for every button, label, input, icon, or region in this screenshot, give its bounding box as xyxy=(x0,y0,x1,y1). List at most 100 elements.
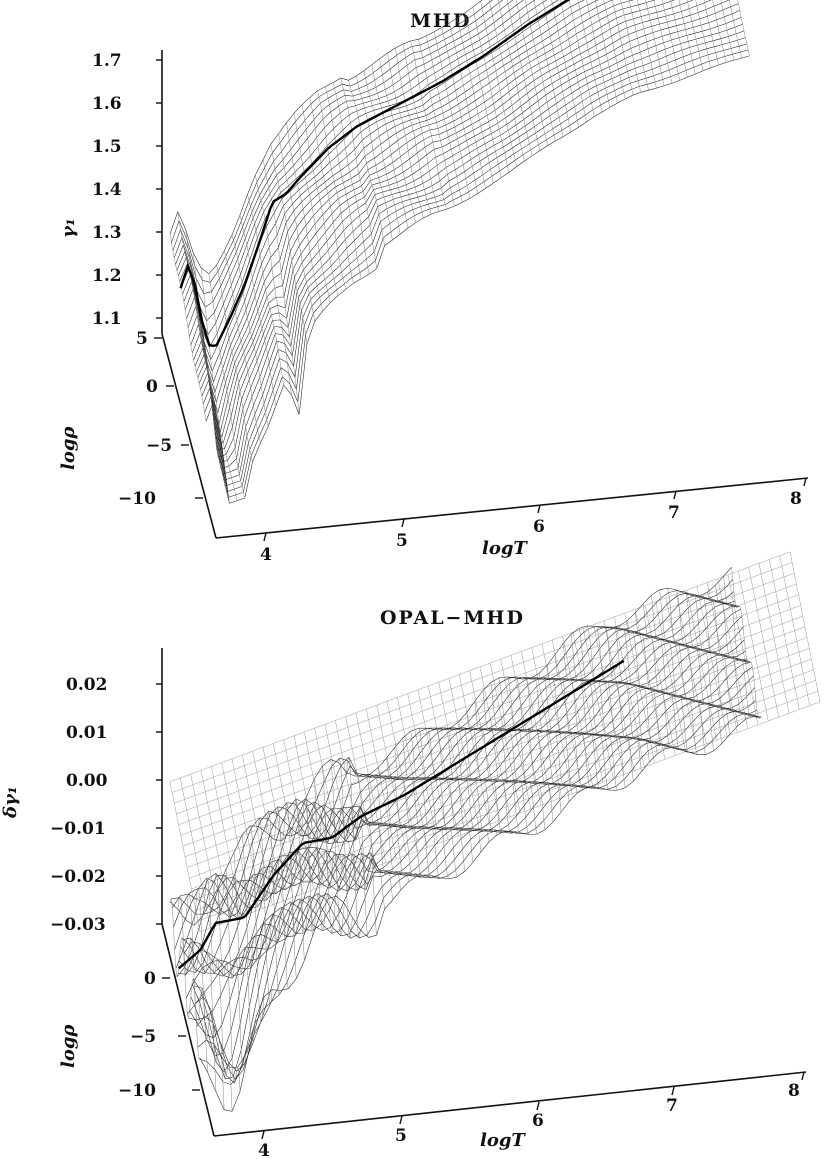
mhd-mesh-column xyxy=(628,0,649,91)
opal-mesh-column xyxy=(330,759,361,939)
mhd-mesh-column xyxy=(703,0,719,66)
mhd-mesh-column xyxy=(231,234,269,427)
opal-mesh-column xyxy=(586,625,618,791)
mhd-mesh-column xyxy=(678,0,696,75)
mhd-mesh-row xyxy=(196,10,740,464)
mhd-x-tick-label: 7 xyxy=(668,503,680,523)
opal-z-tick-label: −0.03 xyxy=(50,915,106,935)
mhd-mesh-column xyxy=(309,97,347,290)
mhd-mesh-column xyxy=(516,0,548,146)
mhd-mesh-column xyxy=(612,0,634,96)
mhd-mesh-column xyxy=(464,12,502,178)
opal-mesh-column xyxy=(434,727,466,872)
opal-mesh-row xyxy=(188,659,751,1021)
opal-mesh-row xyxy=(178,608,742,973)
mhd-mesh-row xyxy=(179,0,559,361)
mhd-mesh-column xyxy=(293,112,331,303)
mhd-surface-mesh xyxy=(169,0,750,504)
opal-mesh-column xyxy=(386,757,417,877)
mhd-z-tick-label: 1.3 xyxy=(92,223,122,243)
opal-mesh-column xyxy=(506,676,538,835)
mhd-mesh-column xyxy=(661,0,680,81)
opal-mesh-column xyxy=(498,677,530,835)
opal-mesh-row xyxy=(197,710,760,1068)
mhd-mesh-row xyxy=(183,0,599,394)
opal-mesh-row xyxy=(199,716,762,1112)
opal-mesh-column xyxy=(298,798,329,931)
mhd-mesh-column xyxy=(449,22,486,189)
mhd-mesh-column xyxy=(286,122,323,312)
mhd-x-tick-label: 5 xyxy=(396,531,408,551)
opal-mesh-column xyxy=(362,773,393,901)
opal-mesh-column xyxy=(707,592,738,726)
mhd-mesh-row xyxy=(180,0,571,372)
opal-mesh-column xyxy=(538,673,570,802)
opal-mesh-column xyxy=(659,589,690,753)
mhd-mesh-column xyxy=(737,0,750,56)
opal-highlight-curve xyxy=(178,659,625,970)
opal-x-tick-label: 4 xyxy=(258,1141,270,1159)
opal-mesh-column xyxy=(635,612,666,749)
mhd-mesh-row xyxy=(182,0,585,383)
opal-mesh-column xyxy=(570,634,602,790)
mhd-mesh-column xyxy=(208,273,246,499)
mhd-mesh-column xyxy=(340,78,378,269)
mhd-mesh-row xyxy=(191,0,712,444)
opal-mesh-column xyxy=(193,888,225,1110)
mhd-mesh-column xyxy=(185,229,222,443)
opal-mesh-column xyxy=(651,595,682,751)
mhd-mesh-row xyxy=(190,0,694,438)
opal-mesh-column xyxy=(619,625,650,763)
opal-mesh-column xyxy=(595,626,626,788)
mhd-mesh-column xyxy=(670,0,688,78)
opal-mesh-column xyxy=(683,591,714,751)
opal-mesh-column xyxy=(426,727,458,878)
mhd-z-tick-label: 1.5 xyxy=(92,137,122,157)
opal-plane-line xyxy=(187,637,808,868)
opal-y-axis xyxy=(161,923,215,1137)
mhd-y-tick-label: 0 xyxy=(146,377,158,397)
mhd-mesh-column xyxy=(301,104,339,296)
mhd-mesh-column xyxy=(410,40,447,210)
opal-mesh-column xyxy=(306,797,337,934)
mhd-mesh-column xyxy=(524,0,556,142)
mhd-title: MHD xyxy=(410,10,471,32)
mhd-mesh-column xyxy=(371,64,409,229)
opal-y-tick-label: 0 xyxy=(144,969,156,989)
opal-mesh-column xyxy=(474,701,506,833)
opal-mesh-column xyxy=(691,593,722,744)
mhd-mesh-column xyxy=(457,17,494,184)
mhd-mesh-column xyxy=(507,0,541,151)
opal-x-tick-label: 6 xyxy=(532,1111,544,1131)
opal-mesh-column xyxy=(354,772,385,910)
mhd-y-tick-label: 5 xyxy=(136,329,148,349)
mhd-mesh-row xyxy=(197,17,742,470)
opal-mesh-column xyxy=(346,757,377,936)
mhd-y-axis-label: logρ xyxy=(58,426,79,470)
mhd-mesh-row xyxy=(175,0,524,322)
opal-mesh-row xyxy=(171,579,734,915)
mhd-mesh-column xyxy=(425,35,463,203)
opal-mesh-column xyxy=(209,872,241,1092)
opal-mesh-column xyxy=(290,798,321,931)
mhd-mesh-column xyxy=(348,80,385,246)
mhd-mesh-column xyxy=(255,174,292,395)
opal-mesh-column xyxy=(627,620,658,754)
mhd-panel: MHD 1.7 1.6 1.5 1.4 1.3 1.2 1.1 γ₁ xyxy=(58,0,809,565)
opal-plane-line xyxy=(180,605,801,836)
mhd-mesh-row xyxy=(184,0,614,404)
mhd-mesh-column xyxy=(247,194,284,386)
opal-mesh-column xyxy=(217,874,249,1070)
mhd-mesh-column xyxy=(712,0,727,63)
mhd-z-tick-label: 1.6 xyxy=(92,94,122,114)
mhd-mesh-column xyxy=(603,0,626,99)
opal-z-tick-label: 0.01 xyxy=(66,723,107,743)
opal-mesh-column xyxy=(370,773,401,891)
opal-mesh-column xyxy=(338,758,369,938)
opal-plane-line xyxy=(199,701,821,933)
mhd-mesh-column xyxy=(379,58,416,223)
opal-plane-line xyxy=(182,615,803,847)
opal-plane-line xyxy=(172,562,793,793)
mhd-mesh-row xyxy=(172,0,504,294)
